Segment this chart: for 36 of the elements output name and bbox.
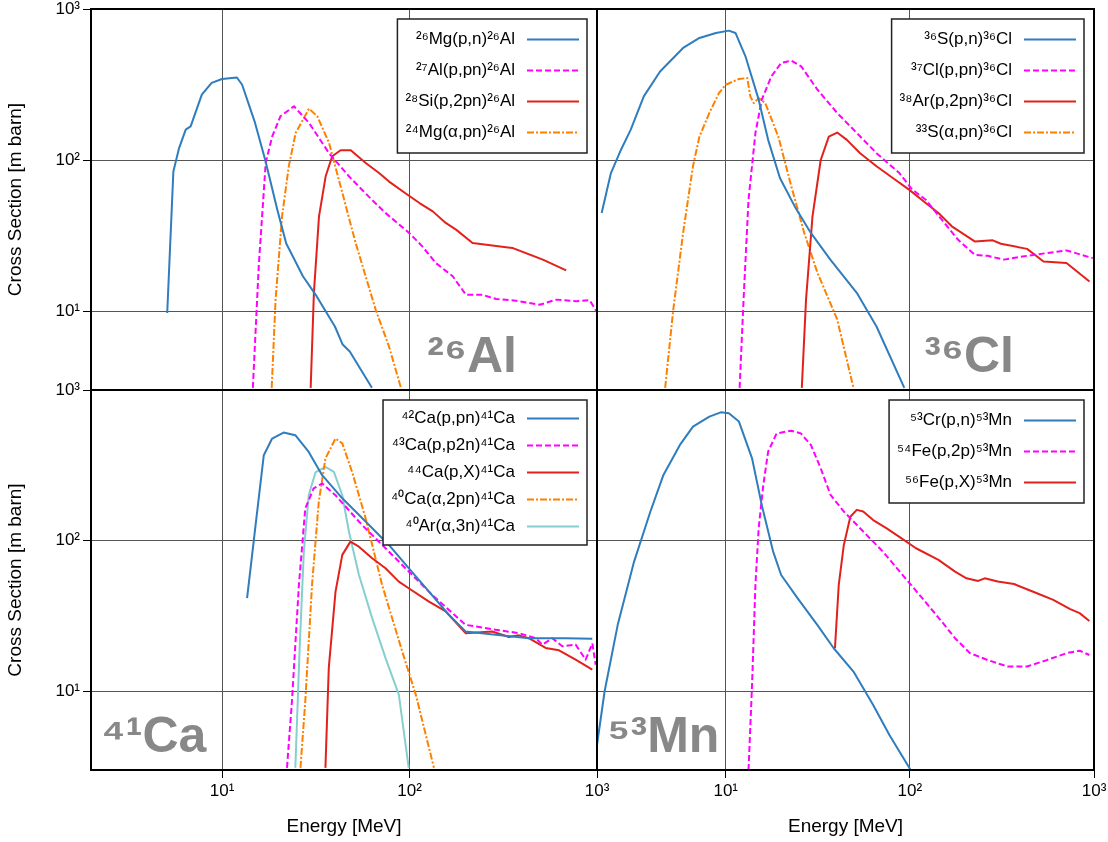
x-tick-label: 10³ <box>1081 780 1107 800</box>
y-axis-title: Cross Section [m barn] <box>3 102 25 297</box>
annotation: ²⁶Al <box>427 327 517 383</box>
legend-label: ⁴⁰Ar(α,3n)⁴¹Ca <box>405 516 516 536</box>
annotation: ³⁶Cl <box>924 327 1014 383</box>
y-tick-label: 10¹ <box>55 300 81 320</box>
x-tick-label: 10² <box>397 780 423 800</box>
legend-label: ⁴⁰Ca(α,2pn)⁴¹Ca <box>391 489 516 509</box>
legend-label: ⁴²Ca(p,pn)⁴¹Ca <box>401 408 516 428</box>
legend-label: ³⁷Cl(p,pn)³⁶Cl <box>911 60 1012 80</box>
legend-label: ³³S(α,pn)³⁶Cl <box>915 122 1012 142</box>
y-tick-label: 10² <box>55 149 81 169</box>
x-tick-label: 10³ <box>584 780 610 800</box>
x-tick-label: 10² <box>897 780 923 800</box>
x-axis-title: Energy [MeV] <box>286 814 402 836</box>
x-axis-title: Energy [MeV] <box>787 814 904 836</box>
annotation: ⁴¹Ca <box>101 707 208 763</box>
legend-label: ⁴⁴Ca(p,X)⁴¹Ca <box>407 462 516 482</box>
y-tick-label: 10³ <box>55 0 81 18</box>
x-tick-label: 10¹ <box>209 780 235 800</box>
legend-label: ²⁷Al(p,pn)²⁶Al <box>415 60 515 80</box>
y-axis-title: Cross Section [m barn] <box>3 483 25 677</box>
legend-label: ²⁴Mg(α,pn)²⁶Al <box>405 122 515 142</box>
annotation: ⁵³Mn <box>607 707 720 763</box>
legend-label: ²⁸Si(p,2pn)²⁶Al <box>405 91 515 111</box>
legend-label: ⁵⁶Fe(p,X)⁵³Mn <box>904 472 1012 492</box>
legend-label: ⁵³Cr(p,n)⁵³Mn <box>910 410 1012 430</box>
y-tick-label: 10¹ <box>55 680 81 700</box>
x-tick-label: 10¹ <box>713 780 739 800</box>
legend-label: ⁴³Ca(p,p2n)⁴¹Ca <box>391 435 516 455</box>
legend-label: ⁵⁴Fe(p,2p)⁵³Mn <box>897 441 1012 461</box>
legend-label: ²⁶Mg(p,n)²⁶Al <box>415 29 515 49</box>
y-tick-label: 10² <box>55 530 81 550</box>
legend-label: ³⁸Ar(p,2pn)³⁶Cl <box>899 91 1012 111</box>
y-tick-label: 10³ <box>55 379 81 399</box>
legend-label: ³⁶S(p,n)³⁶Cl <box>924 29 1012 49</box>
